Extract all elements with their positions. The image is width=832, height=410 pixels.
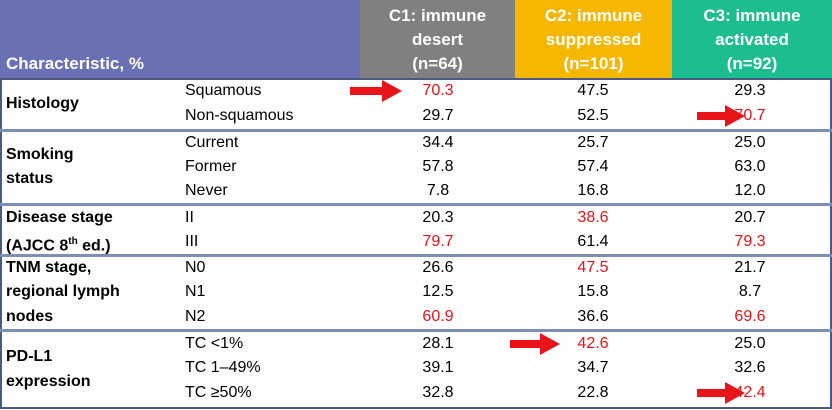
cell-value: 79.3 xyxy=(734,233,766,250)
cell-value: 25.0 xyxy=(734,134,766,151)
cell-value: 32.8 xyxy=(422,384,454,401)
group-label: PD-L1 xyxy=(6,348,53,365)
header-text: (n=101) xyxy=(563,54,624,73)
group-label: nodes xyxy=(6,308,54,325)
row-label: III xyxy=(185,233,199,250)
header-band xyxy=(515,0,672,4)
group-label-part: (AJCC 8 xyxy=(6,237,69,255)
group-label: (AJCC 8th ed.) xyxy=(6,230,111,258)
cell-value: 70.3 xyxy=(422,82,454,99)
header-text: (n=92) xyxy=(726,54,778,73)
cell-value: 29.3 xyxy=(734,82,766,99)
cell-value: 39.1 xyxy=(422,359,454,376)
cell-value: 57.8 xyxy=(422,158,454,175)
superscript: th xyxy=(68,236,78,247)
cell-value: 26.6 xyxy=(422,259,454,276)
header-text: desert xyxy=(411,30,464,49)
cell-value: 8.7 xyxy=(738,283,762,300)
row-label: TC ≥50% xyxy=(185,384,252,401)
separator xyxy=(0,329,832,332)
cell-value: 63.0 xyxy=(734,158,766,175)
cell-value: 38.6 xyxy=(577,209,609,226)
row-label: Current xyxy=(185,134,239,151)
cell-value: 28.1 xyxy=(422,335,454,352)
cell-value: 42.6 xyxy=(577,335,609,352)
group-label: Histology xyxy=(6,95,79,112)
cell-value: 70.7 xyxy=(734,107,766,124)
cell-value: 20.7 xyxy=(734,209,766,226)
group-label: status xyxy=(6,170,54,187)
header-text: (n=64) xyxy=(412,54,463,73)
header-text: suppressed xyxy=(545,30,642,49)
header-cell: C1: immune desert (n=64) xyxy=(360,4,515,78)
header-cell: C3: immune activated (n=92) xyxy=(672,4,832,78)
row-label: N2 xyxy=(185,308,206,325)
header-text: activated xyxy=(715,30,789,49)
arrow xyxy=(697,105,745,127)
cell-value: 47.5 xyxy=(577,82,609,99)
cell-value: 34.7 xyxy=(577,359,609,376)
cell-value: 25.7 xyxy=(577,134,609,151)
header-band xyxy=(0,0,360,4)
group-label: TNM stage, xyxy=(6,259,92,276)
cell-value: 47.5 xyxy=(577,259,609,276)
row-label: Never xyxy=(185,182,228,199)
cell-value: 21.7 xyxy=(734,259,766,276)
row-label: N1 xyxy=(185,283,206,300)
separator xyxy=(0,129,832,132)
row-label: TC <1% xyxy=(185,335,244,352)
header-band xyxy=(672,0,832,4)
separator xyxy=(0,254,832,257)
cell-value: 69.6 xyxy=(734,308,766,325)
cell-value: 42.4 xyxy=(734,384,766,401)
cell-value: 16.8 xyxy=(577,182,609,199)
arrow xyxy=(697,382,745,404)
body-border xyxy=(0,78,832,409)
arrow-group xyxy=(350,80,745,404)
row-label: II xyxy=(185,209,194,226)
row-label: N0 xyxy=(185,259,206,276)
cell-value: 7.8 xyxy=(426,182,450,199)
cell-value: 57.4 xyxy=(577,158,609,175)
header-cell: C2: immune suppressed (n=101) xyxy=(515,4,672,78)
arrow xyxy=(510,333,560,355)
cell-value: 61.4 xyxy=(577,233,609,250)
cell-value: 79.7 xyxy=(422,233,454,250)
group-label: Smoking xyxy=(6,146,74,163)
cell-value: 12.5 xyxy=(422,283,454,300)
row-label: Former xyxy=(185,158,237,175)
group-label: regional lymph xyxy=(6,283,120,300)
cell-value: 60.9 xyxy=(422,308,454,325)
cell-value: 22.8 xyxy=(577,384,609,401)
cell-value: 12.0 xyxy=(734,182,766,199)
cell-value: 15.8 xyxy=(577,283,609,300)
cell-value: 34.4 xyxy=(422,134,454,151)
header-cell xyxy=(0,0,360,78)
row-label: TC 1–49% xyxy=(185,359,261,376)
header-text: C1: immune xyxy=(388,6,487,25)
group-label: expression xyxy=(6,373,91,390)
cell-value: 36.6 xyxy=(577,308,609,325)
header-text: C2: immune xyxy=(544,6,643,25)
cell-value: 25.0 xyxy=(734,335,766,352)
cell-value: 29.7 xyxy=(422,107,454,124)
cell-value: 20.3 xyxy=(422,209,454,226)
row-label: Squamous xyxy=(185,82,262,99)
header-text: C3: immune xyxy=(703,6,801,25)
group-label-part: ed.) xyxy=(77,237,111,255)
cell-value: 52.5 xyxy=(577,107,609,124)
cell-value: 32.6 xyxy=(734,359,766,376)
row-label: Non-squamous xyxy=(185,107,294,124)
group-label: Disease stage xyxy=(6,209,113,226)
header-text: Characteristic, % xyxy=(6,54,144,73)
arrow xyxy=(350,80,402,102)
header-band xyxy=(360,0,515,4)
separator xyxy=(0,203,832,206)
